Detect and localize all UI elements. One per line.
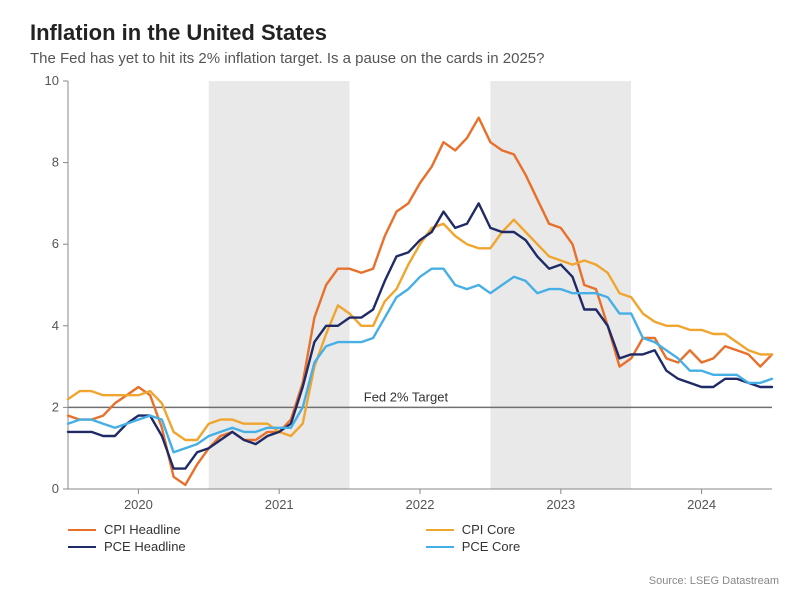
source-attribution: Source: LSEG Datastream — [649, 575, 779, 587]
chart-container: Inflation in the United States The Fed h… — [0, 0, 801, 601]
target-label: Fed 2% Target — [364, 389, 449, 404]
x-tick-label: 2023 — [546, 497, 575, 512]
x-tick-label: 2024 — [687, 497, 716, 512]
plot-svg: Fed 2% Target 0 2 4 6 8 10 2020 2021 2022 2023 2024 — [40, 75, 780, 515]
legend-item: PCE Headline — [68, 539, 426, 554]
legend-label: CPI Headline — [104, 522, 181, 537]
legend-label: PCE Core — [462, 539, 521, 554]
y-tick-label: 0 — [52, 481, 59, 496]
chart-title: Inflation in the United States — [30, 20, 781, 46]
legend-label: PCE Headline — [104, 539, 186, 554]
x-tick-label: 2020 — [124, 497, 153, 512]
legend-item: CPI Headline — [68, 522, 426, 537]
y-tick-label: 10 — [45, 75, 59, 88]
legend-swatch — [426, 529, 454, 531]
legend-item: CPI Core — [426, 522, 784, 537]
legend-swatch — [68, 529, 96, 531]
legend-swatch — [68, 546, 96, 548]
x-tick-label: 2021 — [265, 497, 294, 512]
y-tick-label: 2 — [52, 399, 59, 414]
y-tick-label: 4 — [52, 318, 59, 333]
y-tick-label: 8 — [52, 155, 59, 170]
legend: CPI Headline CPI Core PCE Headline PCE Core — [68, 521, 798, 555]
legend-label: CPI Core — [462, 522, 515, 537]
chart-subtitle: The Fed has yet to hit its 2% inflation … — [30, 50, 781, 67]
x-tick-label: 2022 — [406, 497, 435, 512]
legend-swatch — [426, 546, 454, 548]
plot-area: Fed 2% Target 0 2 4 6 8 10 2020 2021 2022 2023 2024 — [40, 75, 780, 515]
y-tick-label: 6 — [52, 236, 59, 251]
legend-item: PCE Core — [426, 539, 784, 554]
